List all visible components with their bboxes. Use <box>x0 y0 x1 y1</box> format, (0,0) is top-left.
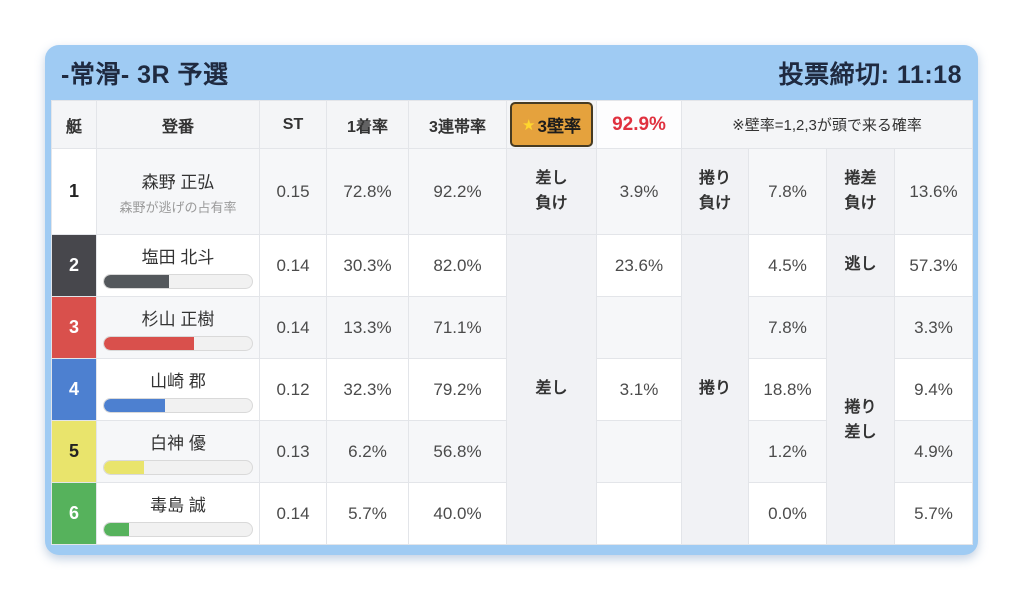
win-rate-value: 30.3% <box>326 234 409 297</box>
col-header-top3-rate: 3連帯率 <box>408 100 507 149</box>
share-bar <box>103 459 253 475</box>
sashi-label: 差し <box>506 234 597 545</box>
nigashi-label: 逃し <box>826 234 895 297</box>
makuri-lose-value: 7.8% <box>748 148 827 235</box>
top3-rate-value: 92.2% <box>408 148 507 235</box>
makuri-label: 捲り <box>681 234 749 545</box>
boat-number-badge: 6 <box>51 482 97 545</box>
boat-number-badge: 1 <box>51 148 97 235</box>
makuri-value: 4.5% <box>748 234 827 297</box>
makuri-value: 0.0% <box>748 482 827 545</box>
makuri-value: 1.2% <box>748 420 827 483</box>
wall-rate-note: ※壁率=1,2,3が頭で来る確率 <box>680 100 974 149</box>
racer-cell: 白神 優 <box>96 420 260 483</box>
share-bar <box>103 397 253 413</box>
win-rate-value: 6.2% <box>326 420 409 483</box>
share-bar-fill <box>104 460 144 474</box>
col-header-boat: 艇 <box>51 100 97 149</box>
racer-cell: 森野 正弘 森野が逃げの占有率 <box>96 148 260 235</box>
racer-cell: 毒島 誠 <box>96 482 260 545</box>
race-card: -常滑- 3R 予選 投票締切: 11:18 艇 登番 ST 1着率 3連帯率 … <box>45 45 978 555</box>
sashi-value: 23.6% <box>596 234 682 297</box>
st-value: 0.14 <box>259 296 327 359</box>
sashi-lose-value: 3.9% <box>596 148 682 235</box>
col-header-win-rate: 1着率 <box>326 100 409 149</box>
wall-rate-label: 3壁率 <box>537 117 581 136</box>
makuri-value: 18.8% <box>748 358 827 421</box>
boat-number-badge: 5 <box>51 420 97 483</box>
sashi-value: 3.1% <box>596 358 682 421</box>
top3-rate-value: 56.8% <box>408 420 507 483</box>
race-header: -常滑- 3R 予選 投票締切: 11:18 <box>51 45 972 100</box>
makurizashi-value: 4.9% <box>893 420 974 483</box>
share-bar-fill <box>104 398 165 412</box>
top3-rate-value: 71.1% <box>408 296 507 359</box>
table-row: 6 毒島 誠 0.14 5.7% 40.0% 0.0% 5.7% <box>51 482 974 545</box>
boat-number-badge: 3 <box>51 296 97 359</box>
share-bar <box>103 273 253 289</box>
sashi-lose-label: 差し 負け <box>506 148 597 235</box>
table-row: 4 山崎 郡 0.12 32.3% 79.2% 3.1% 18.8% 9.4% <box>51 358 974 421</box>
makurizashi-value: 5.7% <box>893 482 974 545</box>
racer-name: 山崎 郡 <box>150 371 206 391</box>
makurizashi-value: 9.4% <box>893 358 974 421</box>
racer-cell: 杉山 正樹 <box>96 296 260 359</box>
win-rate-value: 72.8% <box>326 148 409 235</box>
makurizashi-lose-value: 13.6% <box>893 148 974 235</box>
col-header-st: ST <box>259 100 327 149</box>
boat-number-badge: 2 <box>51 234 97 297</box>
racer-cell: 塩田 北斗 <box>96 234 260 297</box>
racer-name: 杉山 正樹 <box>141 309 215 329</box>
table-row: 5 白神 優 0.13 6.2% 56.8% 1.2% 4.9% <box>51 420 974 483</box>
top3-rate-value: 79.2% <box>408 358 507 421</box>
racer-subtitle: 森野が逃げの占有率 <box>119 199 237 215</box>
share-bar <box>103 335 253 351</box>
share-bar-fill <box>104 274 170 288</box>
share-bar-fill <box>104 336 195 350</box>
table-row: 3 杉山 正樹 0.14 13.3% 71.1% 7.8% 捲り 差し 3.3% <box>51 296 974 545</box>
makurizashi-value: 3.3% <box>893 296 974 359</box>
win-rate-value: 32.3% <box>326 358 409 421</box>
table-row: 2 塩田 北斗 0.14 30.3% 82.0% 差し 23.6% 捲り 4.5… <box>51 234 974 545</box>
racer-name: 毒島 誠 <box>150 495 206 515</box>
vote-deadline: 投票締切: 11:18 <box>778 60 962 89</box>
stats-table: 艇 登番 ST 1着率 3連帯率 ★ 3壁率 92.9% ※壁率=1,2,3が頭… <box>51 100 974 545</box>
win-rate-value: 5.7% <box>326 482 409 545</box>
top3-rate-value: 82.0% <box>408 234 507 297</box>
racer-name: 塩田 北斗 <box>141 247 215 267</box>
col-header-registration: 登番 <box>96 100 260 149</box>
st-value: 0.13 <box>259 420 327 483</box>
win-rate-value: 13.3% <box>326 296 409 359</box>
st-value: 0.14 <box>259 234 327 297</box>
st-value: 0.12 <box>259 358 327 421</box>
sashi-value <box>596 420 682 483</box>
nigashi-value: 57.3% <box>893 234 974 297</box>
star-icon: ★ <box>522 116 536 134</box>
racer-name: 白神 優 <box>150 433 206 453</box>
makuri-value: 7.8% <box>748 296 827 359</box>
makurizashi-label: 捲り 差し <box>826 296 895 545</box>
sashi-value <box>596 296 682 359</box>
sashi-value <box>596 482 682 545</box>
makuri-lose-label: 捲り 負け <box>681 148 749 235</box>
top3-rate-value: 40.0% <box>408 482 507 545</box>
col-header-wall-rate: ★ 3壁率 <box>506 100 597 149</box>
makurizashi-lose-label: 捲差 負け <box>826 148 895 235</box>
wall-rate-value: 92.9% <box>596 100 682 149</box>
share-bar <box>103 521 253 537</box>
racer-cell: 山崎 郡 <box>96 358 260 421</box>
boat-number-badge: 4 <box>51 358 97 421</box>
race-title: -常滑- 3R 予選 <box>61 60 229 89</box>
wall-rate-button[interactable]: ★ 3壁率 <box>510 102 593 147</box>
racer-name: 森野 正弘 <box>141 172 215 192</box>
table-row: 1 森野 正弘 森野が逃げの占有率 0.15 72.8% 92.2% 差し 負け … <box>51 148 974 235</box>
st-value: 0.15 <box>259 148 327 235</box>
share-bar-fill <box>104 522 130 536</box>
st-value: 0.14 <box>259 482 327 545</box>
